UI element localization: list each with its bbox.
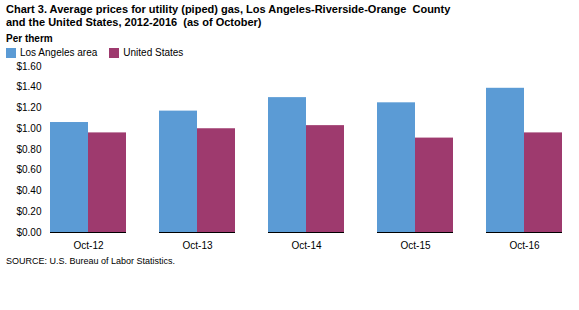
svg-text:Oct-12: Oct-12 — [73, 240, 103, 251]
html-text:Los Angeles area: Los Angeles area — [20, 47, 98, 58]
svg-text:$0.80: $0.80 — [16, 144, 41, 155]
svg-text:$1.40: $1.40 — [16, 81, 41, 92]
svg-text:Oct-15: Oct-15 — [400, 240, 430, 251]
html-text:Per therm: Per therm — [6, 33, 53, 44]
svg-text:$1.20: $1.20 — [16, 102, 41, 113]
html-text:United States: United States — [123, 47, 184, 58]
html-text:SOURCE: U.S. Bureau of Labor S: SOURCE: U.S. Bureau of Labor Statistics. — [6, 256, 176, 266]
svg-text:$1.00: $1.00 — [16, 123, 41, 134]
svg-text:$1.60: $1.60 — [16, 61, 41, 72]
svg-text:Oct-16: Oct-16 — [509, 240, 539, 251]
svg-text:Oct-14: Oct-14 — [291, 240, 321, 251]
html-text:Chart 3. Average prices for ut: Chart 3. Average prices for utility (pip… — [6, 3, 451, 28]
svg-text:$0.20: $0.20 — [16, 206, 41, 217]
svg-text:Oct-13: Oct-13 — [182, 240, 212, 251]
svg-text:$0.60: $0.60 — [16, 164, 41, 175]
svg-text:$0.00: $0.00 — [16, 227, 41, 238]
svg-text:$0.40: $0.40 — [16, 185, 41, 196]
